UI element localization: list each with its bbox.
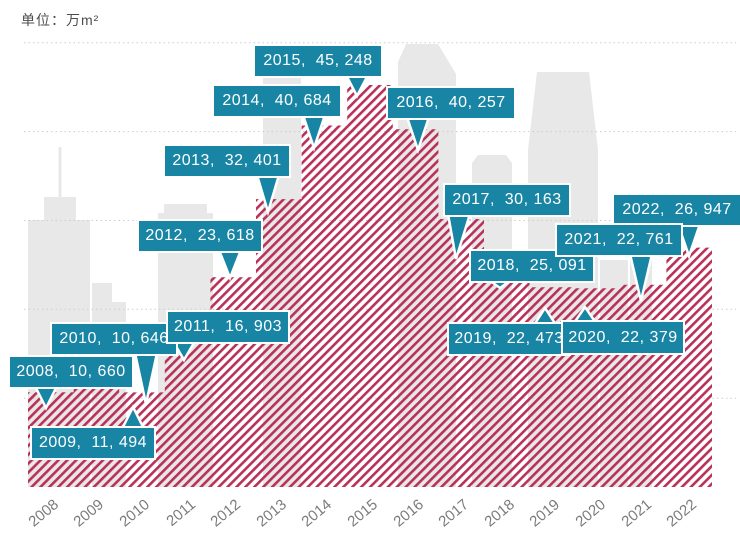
callout-2014: 2014, 40, 684 [212, 84, 342, 118]
callout-2011: 2011, 16, 903 [166, 310, 290, 344]
callout-2018-label: 2018, 25, 091 [477, 257, 587, 274]
callout-2012: 2012, 23, 618 [137, 219, 263, 253]
callout-2014-label: 2014, 40, 684 [222, 92, 332, 109]
callout-2008-label: 2008, 10, 660 [16, 363, 126, 380]
antenna-shape [58, 147, 62, 199]
callout-2022: 2022, 26, 947 [612, 193, 740, 227]
callout-2022-label: 2022, 26, 947 [622, 201, 732, 218]
callout-2011-label: 2011, 16, 903 [173, 318, 283, 335]
callout-2019-label: 2019, 22, 473 [454, 330, 564, 347]
callout-2016: 2016, 40, 257 [386, 86, 516, 120]
callout-2016-label: 2016, 40, 257 [396, 94, 506, 111]
callout-2017-label: 2017, 30, 163 [452, 191, 562, 208]
callout-2009: 2009, 11, 494 [30, 426, 156, 460]
callout-2012-label: 2012, 23, 618 [145, 227, 255, 244]
callout-2020-label: 2020, 22, 379 [568, 328, 678, 346]
callout-2013-label: 2013, 32, 401 [172, 152, 282, 169]
callout-2021: 2021, 22, 761 [555, 223, 683, 257]
callout-2020: 2020, 22, 379 [561, 320, 685, 355]
unit-label: 单位：万m² [21, 12, 100, 28]
callout-2015-label: 2015, 45, 248 [263, 52, 373, 69]
callout-2017: 2017, 30, 163 [443, 183, 571, 217]
callout-pointer-2012 [217, 248, 243, 282]
callout-2021-label: 2021, 22, 761 [564, 231, 674, 248]
callout-2018: 2018, 25, 091 [469, 249, 595, 283]
callout-2019: 2019, 22, 473 [447, 322, 571, 356]
hatched-step-area [28, 85, 712, 487]
building-shape [44, 197, 76, 223]
callout-2010-label: 2010, 10, 646 [59, 330, 169, 347]
callout-2013: 2013, 32, 401 [163, 144, 291, 178]
callout-2015: 2015, 45, 248 [253, 44, 383, 78]
callout-2008: 2008, 10, 660 [8, 355, 134, 389]
callout-pointers [32, 73, 702, 431]
callout-2010: 2010, 10, 646 [50, 322, 178, 356]
callout-2009-label: 2009, 11, 494 [38, 434, 148, 451]
